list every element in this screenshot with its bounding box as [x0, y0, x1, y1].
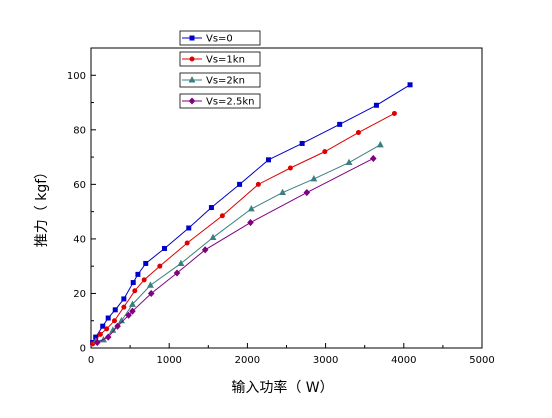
data-point [100, 323, 106, 329]
data-point [121, 304, 127, 310]
data-point [355, 130, 361, 136]
x-tick-label: 3000 [313, 355, 338, 366]
legend-entry-4: Vs=2.5kn [179, 93, 261, 109]
data-point [112, 307, 118, 313]
data-point [121, 296, 127, 302]
legend-swatch-marker [188, 76, 196, 83]
legend-entry-box [179, 72, 261, 88]
data-point [141, 277, 147, 283]
x-tick-label: 1000 [156, 355, 181, 366]
legend-entry-1: Vs=0 [179, 30, 261, 46]
legend-label: Vs=0 [206, 34, 233, 45]
data-point [322, 149, 328, 155]
data-point [310, 175, 318, 182]
data-point [287, 165, 293, 171]
y-tick-label: 100 [67, 71, 86, 82]
data-point [93, 339, 101, 347]
x-tick-label: 0 [88, 355, 94, 366]
data-point [219, 213, 225, 219]
legend-entry-box [179, 51, 261, 67]
data-point [247, 205, 255, 212]
data-point [162, 245, 168, 251]
data-point [209, 233, 217, 241]
data-point [104, 326, 110, 332]
data-point [143, 260, 149, 266]
y-tick-label: 80 [73, 125, 86, 136]
data-point [129, 300, 136, 307]
x-axis-title: 输入功率（ W） [231, 379, 333, 396]
data-point [407, 82, 413, 88]
legend: Vs=0 Vs=1kn Vs=2kn Vs=2.5kn [179, 30, 261, 109]
legend-swatch-marker [189, 56, 195, 62]
legend-label: Vs=2kn [206, 76, 245, 87]
data-point [111, 318, 117, 324]
data-point [303, 189, 311, 197]
legend-label: Vs=1kn [206, 55, 245, 66]
x-tick-label: 4000 [391, 355, 416, 366]
data-point [201, 246, 209, 254]
data-point [132, 288, 138, 294]
data-point [135, 271, 141, 277]
y-tick-label: 20 [73, 289, 86, 300]
data-point [105, 315, 111, 321]
series-2 [90, 110, 397, 347]
series-line [92, 113, 395, 345]
data-point [130, 280, 136, 286]
x-tick-label: 2000 [235, 355, 260, 366]
data-point [184, 240, 190, 246]
legend-swatch-marker [189, 35, 195, 41]
data-point [147, 289, 155, 297]
legend-entry-box [179, 93, 261, 109]
y-axis-title: 推力（ kgf） [34, 165, 50, 247]
legend-entry-3: Vs=2kn [179, 72, 261, 88]
data-point [299, 140, 305, 146]
series-3 [92, 140, 384, 344]
data-point [255, 181, 261, 187]
data-point [337, 121, 343, 127]
series-line [95, 144, 381, 342]
plot-frame [90, 47, 483, 349]
y-tick-label: 40 [73, 234, 86, 245]
data-point [373, 102, 379, 108]
plot-area: 0 1000 2000 3000 4000 5000 0 20 40 60 80 100 [67, 47, 495, 366]
series-4 [93, 154, 377, 347]
series-line [97, 158, 374, 343]
y-tick-label: 60 [73, 180, 86, 191]
x-tick-label: 5000 [469, 355, 494, 366]
y-tick-label: 0 [80, 344, 86, 355]
data-point [266, 157, 272, 163]
data-point [376, 140, 384, 148]
data-point [129, 307, 136, 315]
legend-entry-box [179, 30, 261, 46]
data-point [97, 331, 103, 337]
data-point [173, 269, 181, 277]
data-point [125, 311, 132, 319]
legend-label: Vs=2.5kn [206, 97, 254, 108]
legend-swatch-marker [188, 97, 196, 105]
data-point [237, 181, 243, 187]
data-point [391, 110, 397, 116]
data-point [186, 225, 192, 231]
data-point [279, 188, 287, 196]
data-point [177, 259, 185, 266]
data-point [146, 281, 154, 288]
data-point [104, 333, 112, 341]
legend-entry-2: Vs=1kn [179, 51, 261, 67]
data-point [157, 263, 163, 269]
data-point [247, 219, 254, 227]
data-point [345, 158, 353, 166]
data-point [208, 205, 214, 211]
data-point [114, 322, 121, 330]
data-point [370, 154, 377, 162]
